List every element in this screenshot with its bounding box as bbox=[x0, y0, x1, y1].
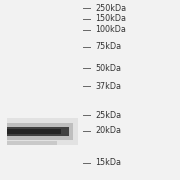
Bar bbox=[7, 118, 78, 145]
Text: 150kDa: 150kDa bbox=[95, 14, 126, 23]
Bar bbox=[7, 141, 57, 145]
Text: 15kDa: 15kDa bbox=[95, 158, 121, 167]
Text: 75kDa: 75kDa bbox=[95, 42, 122, 51]
Text: 100kDa: 100kDa bbox=[95, 25, 126, 34]
Text: 250kDa: 250kDa bbox=[95, 4, 127, 13]
Text: 20kDa: 20kDa bbox=[95, 126, 121, 135]
Text: 50kDa: 50kDa bbox=[95, 64, 121, 73]
Text: 25kDa: 25kDa bbox=[95, 111, 122, 120]
Bar bbox=[7, 123, 73, 140]
Bar bbox=[7, 127, 69, 136]
Bar bbox=[7, 129, 61, 134]
Text: 37kDa: 37kDa bbox=[95, 82, 121, 91]
